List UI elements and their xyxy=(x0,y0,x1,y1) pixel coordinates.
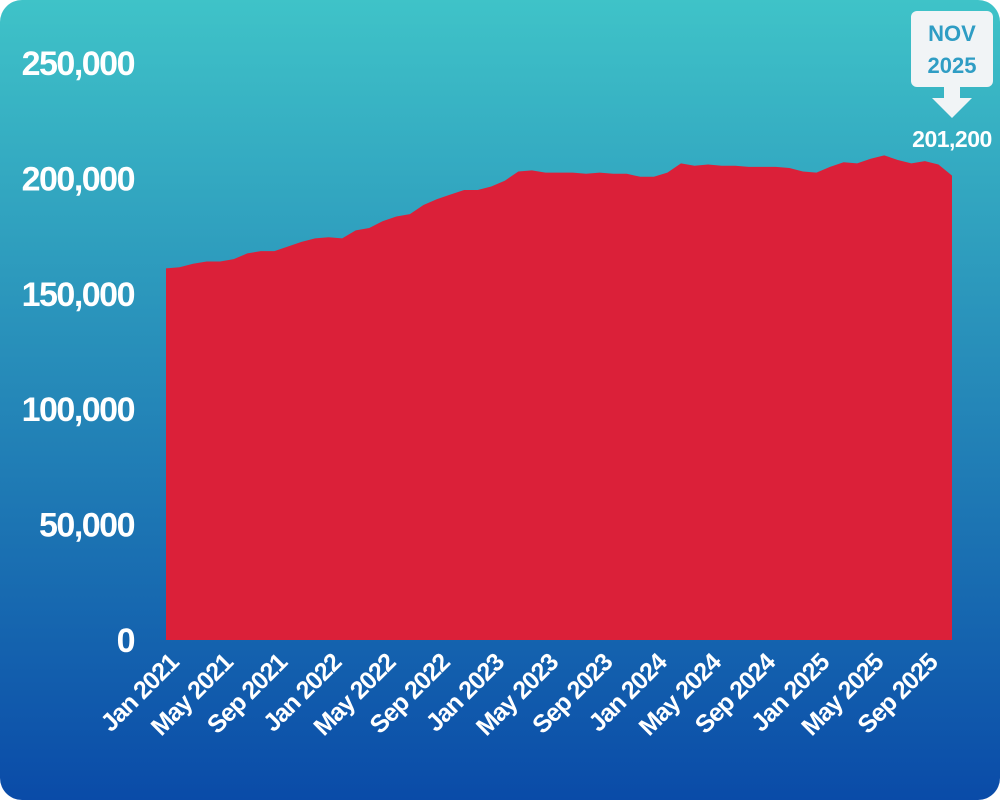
y-tick-label: 200,000 xyxy=(22,160,135,198)
y-tick-label: 50,000 xyxy=(39,507,135,545)
area-series-layer xyxy=(166,155,952,640)
y-tick-label: 100,000 xyxy=(22,391,135,429)
callout: NOV 2025 201,200 xyxy=(911,11,993,152)
callout-year: 2025 xyxy=(928,53,977,78)
callout-box xyxy=(911,11,993,87)
y-tick-label: 250,000 xyxy=(22,45,135,83)
y-tick-label: 0 xyxy=(117,622,135,660)
y-axis: 0 50,000 100,000 150,000 200,000 250,000 xyxy=(22,45,136,660)
y-tick-label: 150,000 xyxy=(22,276,135,314)
callout-arrow-icon xyxy=(932,87,972,118)
area-series xyxy=(166,155,952,640)
callout-month: NOV xyxy=(928,21,976,46)
callout-value: 201,200 xyxy=(912,126,992,152)
